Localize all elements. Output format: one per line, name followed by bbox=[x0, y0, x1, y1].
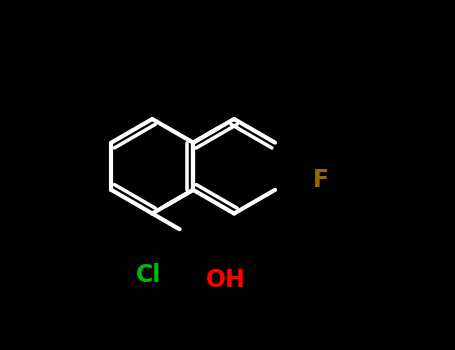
Text: OH: OH bbox=[206, 268, 246, 292]
Text: Cl: Cl bbox=[136, 263, 162, 287]
Text: F: F bbox=[313, 168, 329, 192]
